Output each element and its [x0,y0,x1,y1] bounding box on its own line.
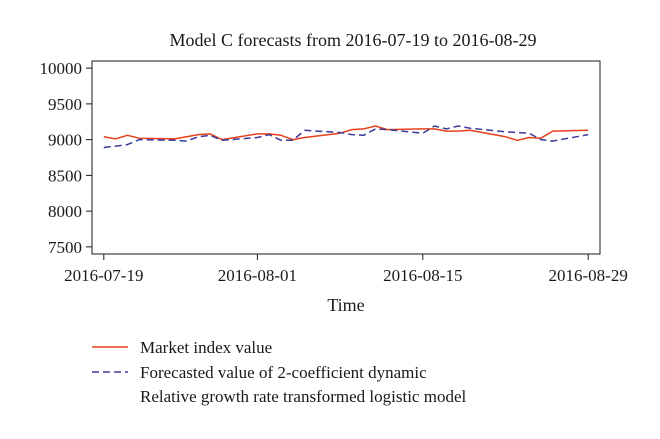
y-tick-label-8500: 8500 [48,166,82,185]
x-tick-label-2016-08-01: 2016-08-01 [218,266,297,285]
y-tick-label-9000: 9000 [48,131,82,150]
y-tick-label-10000: 10000 [40,59,83,78]
series-line-market-index [103,125,589,142]
legend-label-market-index: Market index value [140,338,272,357]
chart-title: Model C forecasts from 2016-07-19 to 201… [170,30,537,50]
series-line-forecast [103,125,589,149]
x-axis: 2016-07-19 2016-08-01 2016-08-15 2016-08-29 [64,254,628,285]
legend: Market index value Forecasted value of 2… [92,338,466,406]
y-tick-label-7500: 7500 [48,238,82,257]
y-tick-label-8000: 8000 [48,202,82,221]
plot-frame [91,60,601,255]
legend-label-forecast-line-2: Relative growth rate transformed logisti… [140,387,466,406]
series-layer [103,125,589,149]
x-tick-label-2016-07-19: 2016-07-19 [64,266,143,285]
x-tick-label-2016-08-15: 2016-08-15 [383,266,462,285]
y-tick-label-9500: 9500 [48,95,82,114]
x-tick-label-2016-08-29: 2016-08-29 [549,266,628,285]
y-axis: 7500 8000 8500 9000 9500 10000 [40,59,92,257]
x-axis-label: Time [327,295,364,315]
legend-label-forecast-line-1: Forecasted value of 2-coefficient dynami… [140,363,427,382]
